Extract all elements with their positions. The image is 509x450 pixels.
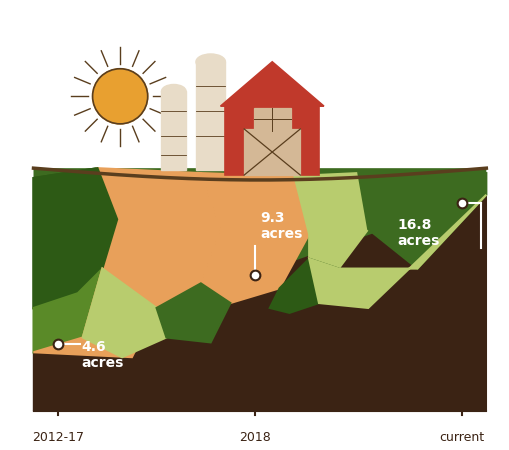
Bar [253, 108, 290, 131]
Polygon shape [201, 173, 308, 303]
Polygon shape [156, 284, 230, 342]
Polygon shape [34, 168, 486, 352]
Text: 4.6
acres: 4.6 acres [81, 340, 124, 370]
Bar [225, 104, 318, 175]
Polygon shape [269, 259, 338, 313]
Bar [161, 91, 186, 170]
Polygon shape [34, 269, 156, 357]
Polygon shape [294, 173, 367, 269]
Ellipse shape [161, 85, 186, 98]
Text: 16.8
acres: 16.8 acres [397, 218, 439, 248]
Polygon shape [82, 269, 166, 357]
Polygon shape [358, 173, 486, 269]
Polygon shape [34, 168, 117, 308]
Polygon shape [97, 168, 220, 308]
Text: current: current [438, 431, 484, 444]
Polygon shape [34, 168, 117, 308]
Polygon shape [34, 269, 102, 352]
Text: 2012-17: 2012-17 [32, 431, 84, 444]
Bar [244, 129, 300, 175]
Ellipse shape [195, 54, 225, 70]
Circle shape [93, 69, 148, 124]
Polygon shape [220, 62, 323, 106]
Polygon shape [308, 195, 486, 308]
Polygon shape [34, 195, 486, 411]
Text: 9.3
acres: 9.3 acres [260, 211, 302, 241]
Bar [195, 62, 225, 170]
Text: 2018: 2018 [239, 431, 270, 444]
